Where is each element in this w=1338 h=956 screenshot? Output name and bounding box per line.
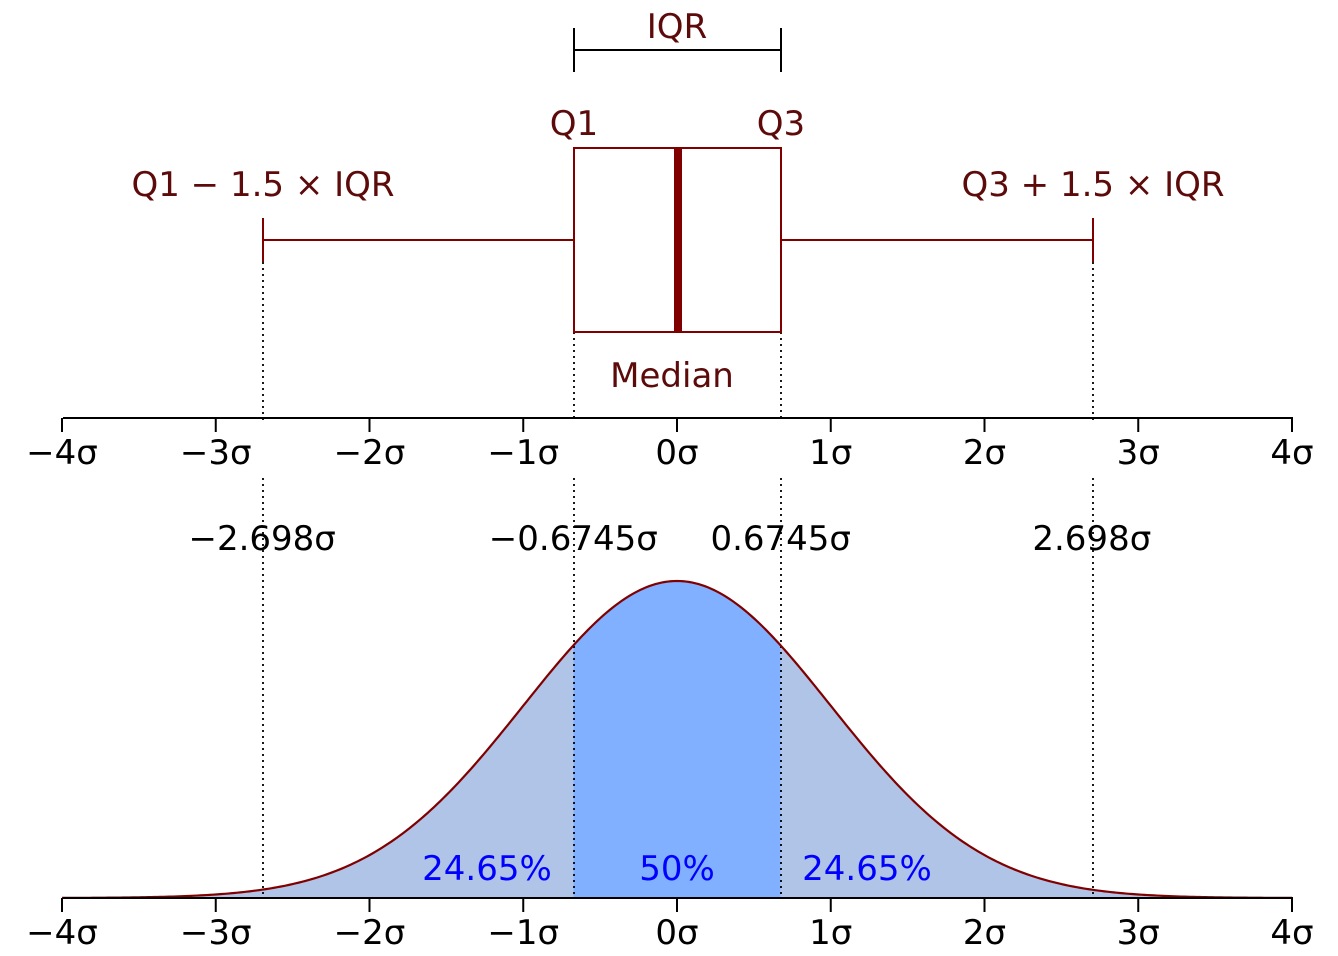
lower-fence-label: Q1 − 1.5 × IQR xyxy=(131,165,394,205)
marker-value-label: 2.698σ xyxy=(1032,519,1151,559)
marker-value-labels: −2.698σ −0.6745σ 0.6745σ 2.698σ xyxy=(188,519,1151,559)
bottom-axis-tick-label: −4σ xyxy=(26,913,98,953)
marker-value-label: 0.6745σ xyxy=(710,519,851,559)
q3-label: Q3 xyxy=(757,104,805,144)
top-axis-tick-label: 4σ xyxy=(1270,433,1313,473)
dotted-guides xyxy=(262,262,1094,898)
bottom-axis-tick-label: 3σ xyxy=(1117,913,1160,953)
bottom-axis-tick-label: 4σ xyxy=(1270,913,1313,953)
distribution-fills xyxy=(62,581,1292,898)
top-axis-ticks: −4σ −3σ −2σ −1σ 0σ 1σ 2σ 3σ 4σ xyxy=(26,418,1314,473)
fill-right-quartile-region xyxy=(780,645,1092,898)
top-axis-tick-label: −3σ xyxy=(180,433,252,473)
top-axis-tick-label: 1σ xyxy=(809,433,852,473)
fill-right-outer-tail xyxy=(1091,889,1292,898)
top-axis-tick-label: −1σ xyxy=(487,433,559,473)
bottom-axis: −4σ −3σ −2σ −1σ 0σ 1σ 2σ 3σ 4σ xyxy=(26,897,1314,953)
top-axis-tick-label: 0σ xyxy=(655,433,698,473)
bottom-axis-tick-label: −3σ xyxy=(180,913,252,953)
median-label: Median xyxy=(610,356,734,396)
bottom-axis-tick-label: 0σ xyxy=(655,913,698,953)
marker-value-label: −0.6745σ xyxy=(489,519,658,559)
top-axis: −4σ −3σ −2σ −1σ 0σ 1σ 2σ 3σ 4σ xyxy=(26,417,1314,473)
upper-fence-label: Q3 + 1.5 × IQR xyxy=(961,165,1224,205)
bottom-axis-tick-label: −1σ xyxy=(487,913,559,953)
box-plot xyxy=(262,147,1094,333)
top-axis-tick-label: −2σ xyxy=(334,433,406,473)
bottom-axis-tick-label: 1σ xyxy=(809,913,852,953)
fill-interquartile-region xyxy=(573,581,781,898)
percent-left-label: 24.65% xyxy=(422,849,552,889)
fill-left-quartile-region xyxy=(262,645,574,898)
fill-left-outer-tail xyxy=(62,889,263,898)
iqr-bracket xyxy=(573,28,782,72)
bottom-axis-tick-label: −2σ xyxy=(334,913,406,953)
top-axis-tick-label: 3σ xyxy=(1117,433,1160,473)
percent-center-label: 50% xyxy=(639,849,715,889)
iqr-label: IQR xyxy=(647,7,707,47)
top-axis-tick-label: 2σ xyxy=(963,433,1006,473)
top-axis-tick-label: −4σ xyxy=(26,433,98,473)
normal-curve-line xyxy=(61,579,1293,899)
bottom-axis-tick-label: 2σ xyxy=(963,913,1006,953)
q1-label: Q1 xyxy=(550,104,598,144)
percent-right-label: 24.65% xyxy=(802,849,932,889)
marker-value-label: −2.698σ xyxy=(188,519,335,559)
bottom-axis-ticks: −4σ −3σ −2σ −1σ 0σ 1σ 2σ 3σ 4σ xyxy=(26,898,1314,953)
